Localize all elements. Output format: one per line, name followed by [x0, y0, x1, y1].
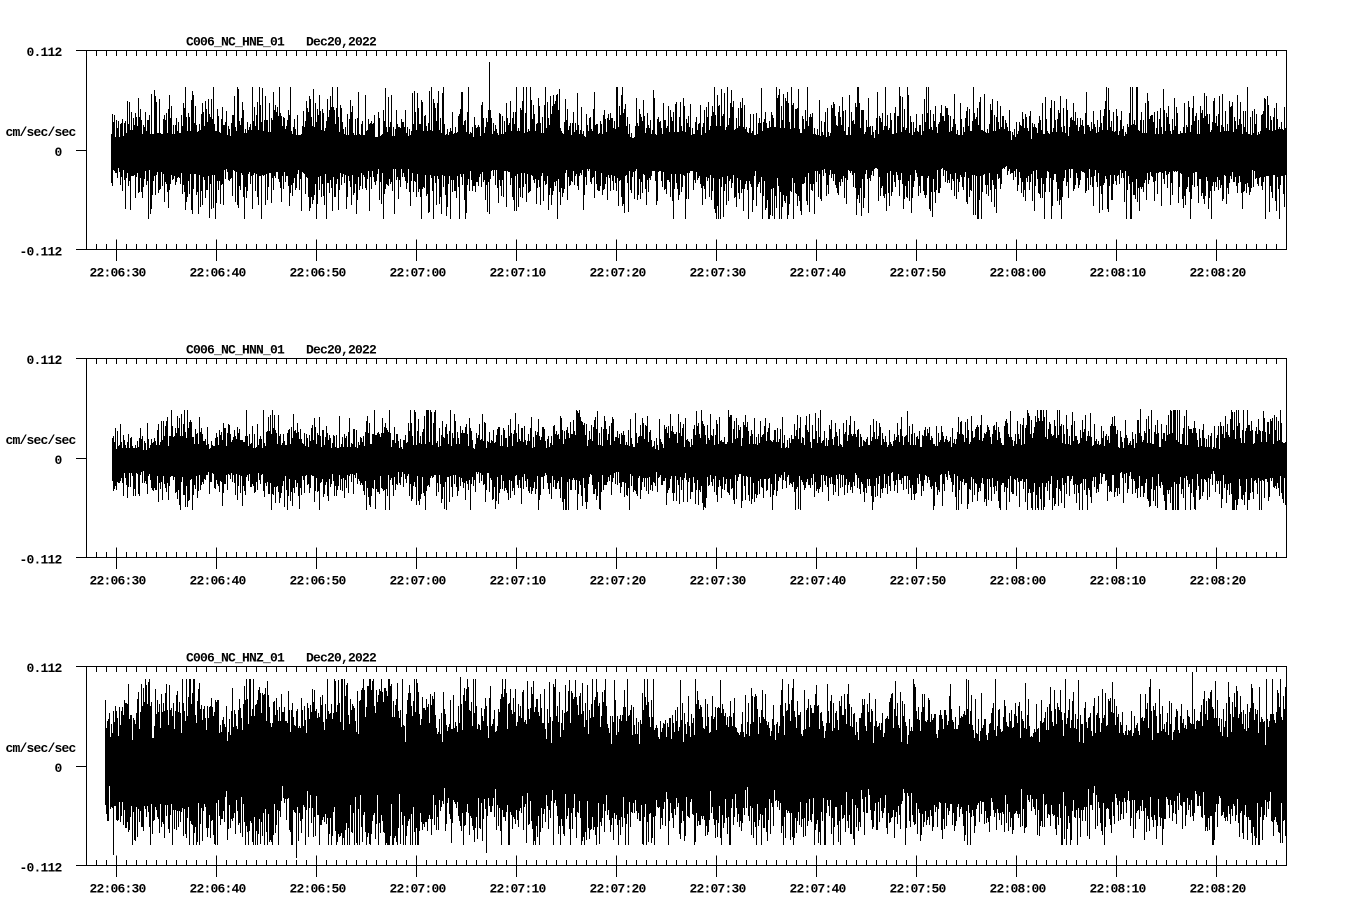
- svg-text:0: 0: [54, 453, 62, 468]
- svg-text:22:07:30: 22:07:30: [689, 573, 746, 588]
- svg-text:22:08:10: 22:08:10: [1089, 265, 1146, 280]
- svg-text:22:07:20: 22:07:20: [589, 265, 646, 280]
- svg-text:22:06:30: 22:06:30: [89, 573, 146, 588]
- svg-text:Dec20,2022: Dec20,2022: [306, 342, 377, 357]
- svg-text:22:07:40: 22:07:40: [789, 881, 846, 896]
- svg-text:22:08:10: 22:08:10: [1089, 573, 1146, 588]
- svg-text:22:07:00: 22:07:00: [389, 573, 446, 588]
- svg-text:cm/sec/sec: cm/sec/sec: [6, 125, 77, 140]
- svg-text:22:07:00: 22:07:00: [389, 265, 446, 280]
- svg-text:22:08:10: 22:08:10: [1089, 881, 1146, 896]
- svg-text:22:08:00: 22:08:00: [989, 265, 1046, 280]
- svg-text:22:08:20: 22:08:20: [1189, 573, 1246, 588]
- svg-text:22:06:50: 22:06:50: [289, 265, 346, 280]
- svg-text:0: 0: [54, 145, 62, 160]
- svg-text:cm/sec/sec: cm/sec/sec: [6, 433, 77, 448]
- svg-text:0: 0: [54, 761, 62, 776]
- svg-text:22:07:20: 22:07:20: [589, 573, 646, 588]
- svg-text:22:07:10: 22:07:10: [489, 265, 546, 280]
- svg-text:22:07:30: 22:07:30: [689, 881, 746, 896]
- svg-text:0.112: 0.112: [26, 45, 62, 60]
- svg-text:22:06:30: 22:06:30: [89, 881, 146, 896]
- svg-text:cm/sec/sec: cm/sec/sec: [6, 741, 77, 756]
- svg-text:Dec20,2022: Dec20,2022: [306, 650, 377, 665]
- svg-text:-0.112: -0.112: [19, 861, 62, 876]
- svg-text:C006_NC_HNZ_01: C006_NC_HNZ_01: [186, 650, 285, 665]
- svg-text:22:07:20: 22:07:20: [589, 881, 646, 896]
- svg-text:-0.112: -0.112: [19, 245, 62, 260]
- svg-text:22:08:20: 22:08:20: [1189, 881, 1246, 896]
- svg-text:22:07:10: 22:07:10: [489, 573, 546, 588]
- svg-text:0.112: 0.112: [26, 661, 62, 676]
- svg-text:22:08:00: 22:08:00: [989, 881, 1046, 896]
- svg-text:22:07:00: 22:07:00: [389, 881, 446, 896]
- svg-text:C006_NC_HNE_01: C006_NC_HNE_01: [186, 34, 285, 49]
- svg-text:22:07:30: 22:07:30: [689, 265, 746, 280]
- svg-text:22:08:20: 22:08:20: [1189, 265, 1246, 280]
- svg-text:22:06:30: 22:06:30: [89, 265, 146, 280]
- svg-text:22:07:50: 22:07:50: [889, 265, 946, 280]
- svg-text:22:06:50: 22:06:50: [289, 881, 346, 896]
- svg-text:22:06:40: 22:06:40: [189, 265, 246, 280]
- svg-text:22:07:50: 22:07:50: [889, 881, 946, 896]
- svg-text:22:06:40: 22:06:40: [189, 573, 246, 588]
- svg-text:22:08:00: 22:08:00: [989, 573, 1046, 588]
- svg-text:Dec20,2022: Dec20,2022: [306, 34, 377, 49]
- svg-text:0.112: 0.112: [26, 353, 62, 368]
- svg-text:22:07:10: 22:07:10: [489, 881, 546, 896]
- svg-text:22:06:50: 22:06:50: [289, 573, 346, 588]
- svg-text:22:06:40: 22:06:40: [189, 881, 246, 896]
- svg-text:22:07:50: 22:07:50: [889, 573, 946, 588]
- svg-text:22:07:40: 22:07:40: [789, 265, 846, 280]
- svg-text:-0.112: -0.112: [19, 553, 62, 568]
- svg-text:22:07:40: 22:07:40: [789, 573, 846, 588]
- svg-text:C006_NC_HNN_01: C006_NC_HNN_01: [186, 342, 285, 357]
